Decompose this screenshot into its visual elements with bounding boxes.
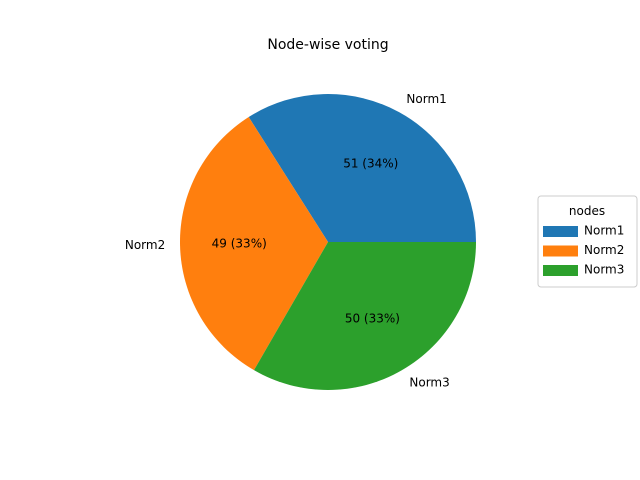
legend-items: Norm1 Norm2 Norm3 (543, 224, 624, 277)
legend-swatch-norm2 (543, 245, 578, 257)
legend-label-norm1: Norm1 (584, 224, 624, 238)
pie-slice-norm2 (179, 117, 328, 371)
slice-labels: Norm1 Norm2 Norm3 (125, 92, 450, 390)
legend-swatch-norm1 (543, 226, 578, 237)
slice-value-labels: 51 (34%) 49 (33%) 50 (33%) (212, 157, 400, 326)
slice-value-label-norm2: 49 (33%) (212, 236, 267, 250)
legend-frame (537, 195, 638, 288)
pie-slices (179, 93, 476, 390)
slice-label-norm1: Norm1 (406, 92, 446, 106)
slice-value-label-norm1: 51 (34%) (343, 157, 398, 171)
legend-label-norm2: Norm2 (584, 243, 624, 257)
slice-label-norm2: Norm2 (125, 238, 165, 252)
legend: nodes Norm1 Norm2 Norm3 (537, 195, 638, 288)
chart-title: Node-wise voting (267, 37, 388, 53)
slice-label-norm3: Norm3 (409, 375, 449, 389)
slice-value-label-norm3: 50 (33%) (345, 311, 400, 325)
legend-swatch-norm3 (543, 265, 578, 276)
pie-slice-norm3 (254, 242, 476, 390)
pie-slice-norm1 (248, 93, 476, 242)
legend-label-norm3: Norm3 (584, 263, 624, 277)
legend-title: nodes (569, 204, 605, 218)
